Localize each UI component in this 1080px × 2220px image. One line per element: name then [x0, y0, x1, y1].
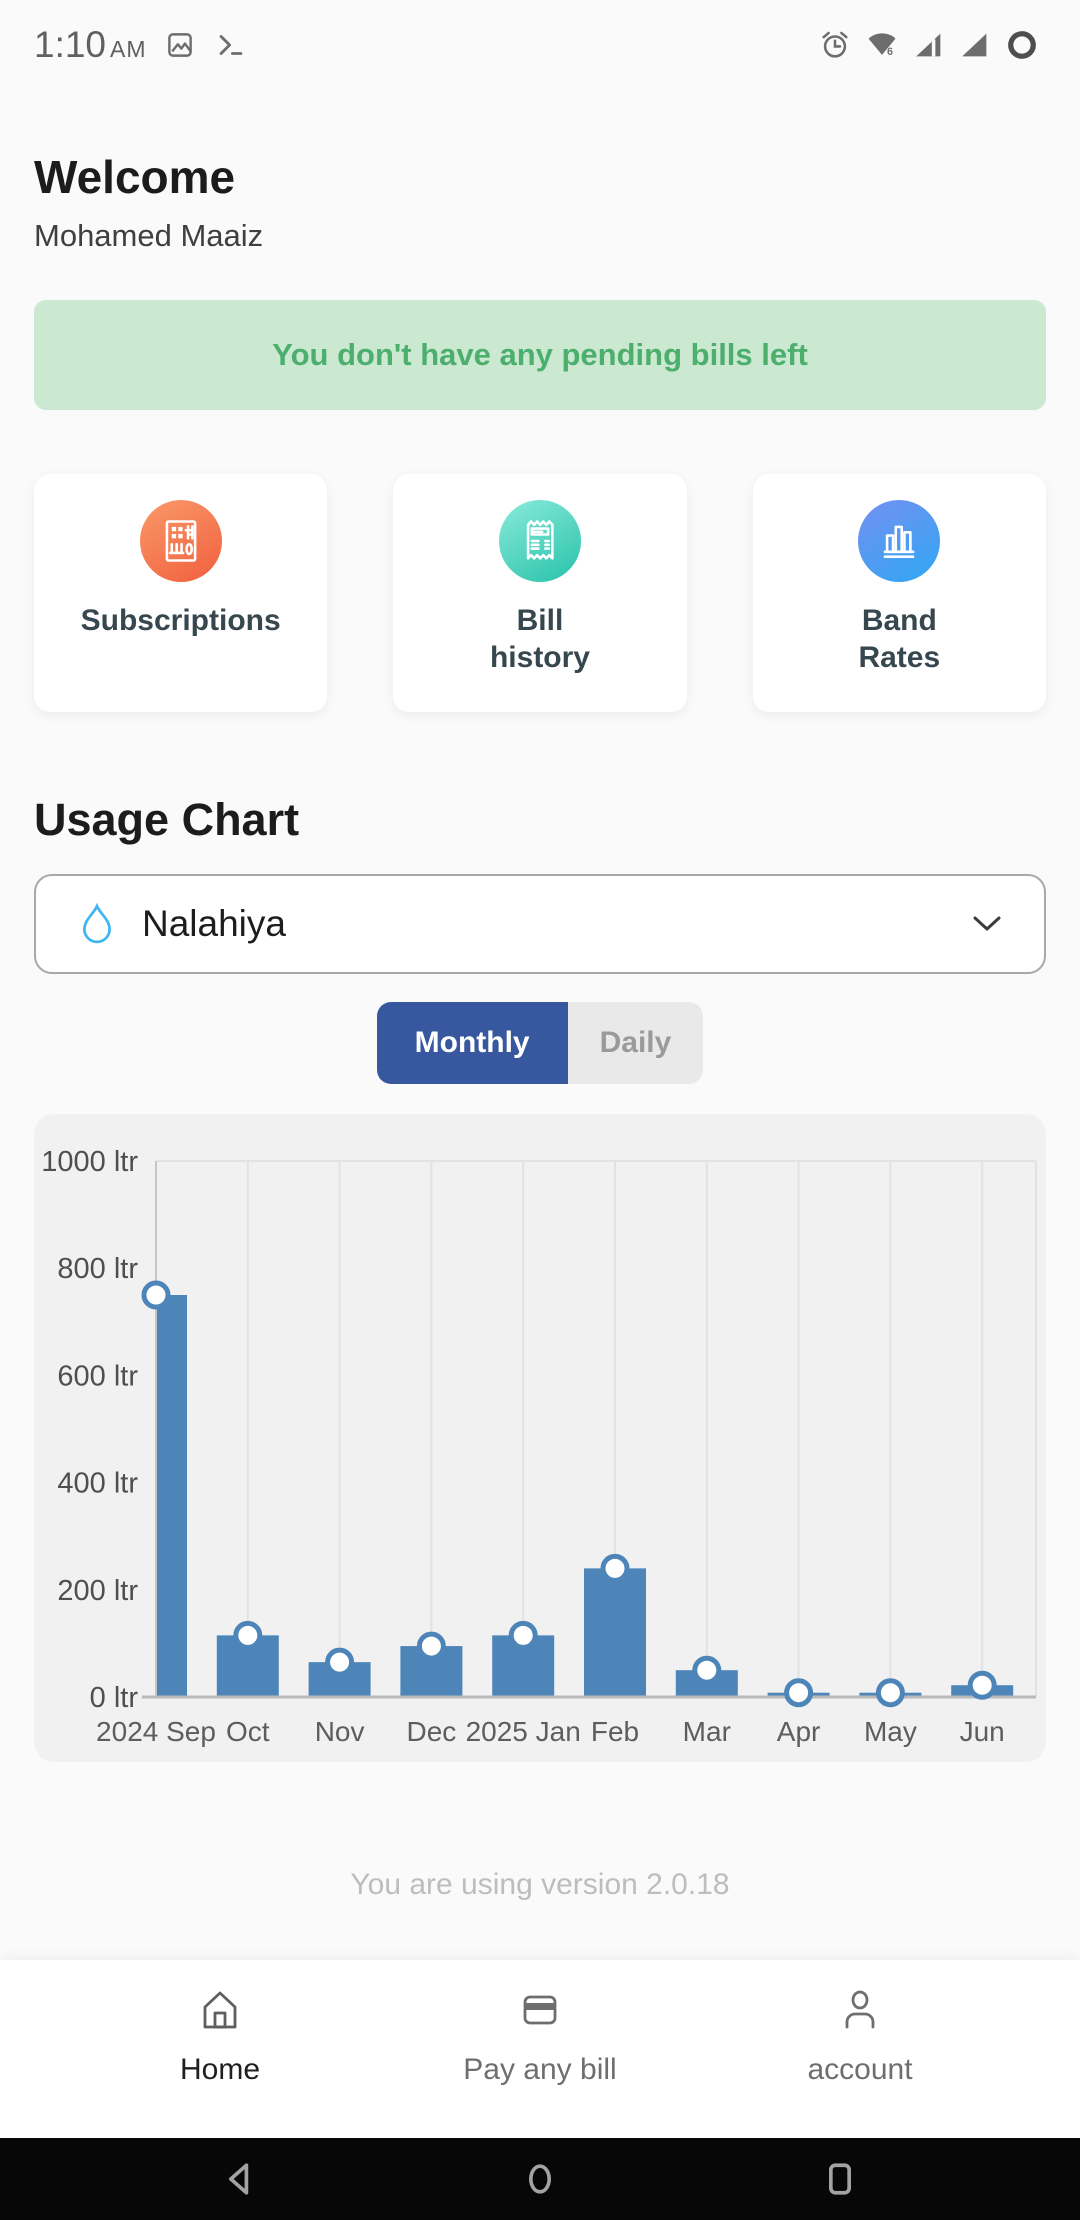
band-rates-label: Band Rates [858, 604, 941, 674]
svg-text:0 ltr: 0 ltr [90, 1682, 139, 1714]
alarm-icon [818, 28, 852, 62]
usage-chart-title: Usage Chart [34, 794, 300, 845]
usage-bar-chart[interactable]: 0 ltr 200 ltr 400 ltr 600 ltr 800 ltr 1000 lt… [34, 1114, 1046, 1762]
bill-history-card[interactable]: Bill history [393, 474, 687, 712]
subscriptions-card[interactable]: Subscriptions [34, 474, 328, 712]
svg-text:Mar: Mar [683, 1716, 731, 1747]
user-name: Mohamed Maaiz [34, 218, 264, 253]
svg-text:2024 Sep: 2024 Sep [96, 1716, 216, 1747]
status-bar: 1:10 AM 6 [0, 0, 1080, 90]
bottom-navigation: Home Pay any bill account [0, 1960, 1080, 2138]
tab-daily[interactable]: Daily [567, 1002, 704, 1084]
nav-home-label: Home [179, 2053, 261, 2086]
signal-icon [958, 28, 992, 62]
svg-text:2025 Jan: 2025 Jan [466, 1716, 581, 1747]
back-button[interactable] [218, 2157, 262, 2201]
nav-pay-any-bill[interactable]: Pay any bill [380, 1960, 700, 2138]
svg-text:Feb: Feb [591, 1716, 639, 1747]
android-navigation-bar [0, 2138, 1080, 2220]
svg-text:6: 6 [887, 46, 893, 58]
person-icon [836, 1986, 884, 2039]
subscriptions-label: Subscriptions [80, 604, 281, 637]
bill-history-label: Bill history [489, 604, 590, 674]
nav-account-label: account [807, 2053, 913, 2086]
page-title: Welcome [34, 151, 236, 203]
wifi6-icon: 6 [864, 28, 900, 62]
nav-pay-any-bill-label: Pay any bill [463, 2053, 617, 2086]
nav-account[interactable]: account [700, 1960, 1020, 2138]
version-text: You are using version 2.0.18 [350, 1868, 730, 1901]
bill-history-icon [498, 500, 581, 582]
svg-text:Nov: Nov [315, 1716, 365, 1747]
nav-home[interactable]: Home [60, 1960, 380, 2138]
banner-text: You don't have any pending bills left [272, 337, 808, 372]
home-icon [196, 1986, 244, 2039]
band-rates-card[interactable]: Band Rates [752, 474, 1046, 712]
svg-text:400 ltr: 400 ltr [57, 1468, 138, 1500]
screenshot-icon [163, 28, 197, 62]
svg-text:Apr: Apr [777, 1716, 821, 1747]
no-pending-bills-banner: You don't have any pending bills left [34, 300, 1046, 410]
svg-text:Dec: Dec [407, 1716, 457, 1747]
battery-ring-icon [1004, 27, 1040, 63]
band-rates-icon [858, 500, 941, 582]
card-icon [516, 1986, 564, 2039]
svg-text:600 ltr: 600 ltr [57, 1360, 138, 1392]
meter-selector[interactable]: Nalahiya [34, 874, 1046, 974]
svg-text:200 ltr: 200 ltr [57, 1575, 138, 1607]
chevron-down-icon [972, 915, 1002, 933]
signal-notch-icon [912, 28, 946, 62]
clock-meridiem: AM [110, 36, 147, 62]
period-toggle: Monthly Daily [376, 1002, 704, 1084]
tab-monthly[interactable]: Monthly [376, 1002, 568, 1084]
meter-selector-value: Nalahiya [142, 903, 286, 944]
svg-text:May: May [864, 1716, 917, 1747]
usage-chart-card: 0 ltr 200 ltr 400 ltr 600 ltr 800 ltr 1000 lt… [34, 1114, 1046, 1762]
recents-button[interactable] [818, 2157, 862, 2201]
svg-text:1000 ltr: 1000 ltr [41, 1146, 138, 1178]
water-drop-icon [78, 903, 116, 945]
subscriptions-icon [139, 500, 222, 582]
terminal-icon [213, 28, 249, 62]
quick-actions: Subscriptions Bill history [34, 474, 1046, 712]
home-button[interactable] [518, 2157, 562, 2201]
svg-text:Jun: Jun [960, 1716, 1005, 1747]
svg-text:800 ltr: 800 ltr [57, 1253, 138, 1285]
svg-text:Oct: Oct [226, 1716, 270, 1747]
clock-time: 1:10 [34, 24, 107, 65]
